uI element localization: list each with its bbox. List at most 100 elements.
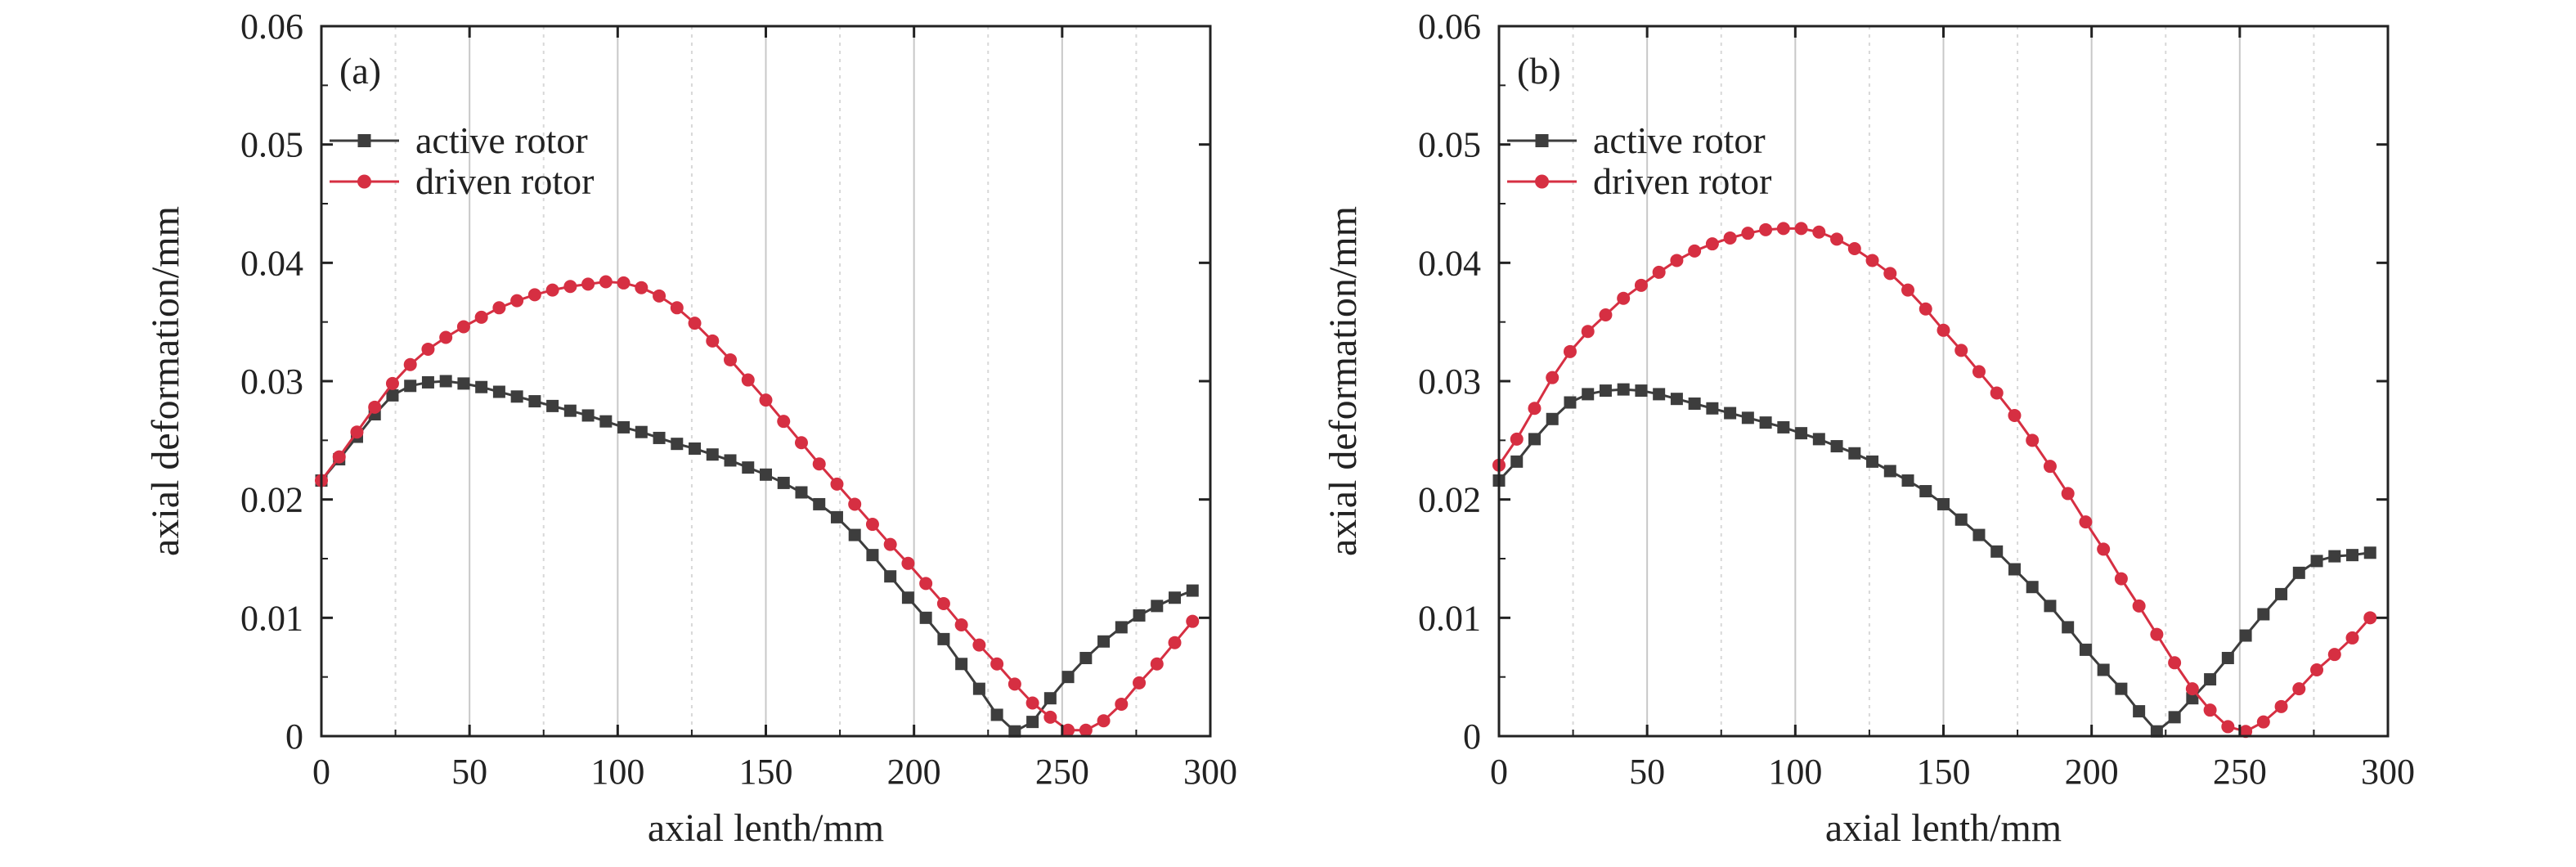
- data-point: [2310, 663, 2324, 676]
- data-point: [1115, 621, 1128, 634]
- y-tick-label: 0.06: [240, 7, 303, 47]
- x-tick-label: 100: [590, 752, 644, 792]
- data-point: [474, 310, 488, 324]
- data-point: [2026, 581, 2039, 594]
- data-point: [2363, 546, 2376, 559]
- legend-label: active rotor: [415, 119, 588, 161]
- data-point: [1097, 635, 1111, 648]
- data-point: [1652, 265, 1666, 279]
- data-point: [1186, 614, 1200, 628]
- panel-a: 0 50 100 150 200 250 300 0 0.01 0.02 0.03 0.04 0.05 0…: [144, 7, 1237, 850]
- data-point: [492, 301, 506, 315]
- data-point: [1150, 657, 1164, 671]
- data-point: [617, 276, 631, 290]
- data-point: [581, 409, 595, 422]
- data-point: [671, 438, 684, 451]
- data-point: [1634, 278, 1648, 292]
- data-point: [883, 537, 897, 551]
- data-point: [456, 320, 470, 334]
- data-point: [1097, 714, 1111, 728]
- data-point: [760, 468, 772, 481]
- legend-marker: [1535, 174, 1549, 189]
- data-point: [404, 380, 417, 393]
- data-point: [421, 375, 434, 389]
- data-point: [2275, 587, 2288, 600]
- series-active-rotor: [1492, 383, 2376, 738]
- data-point: [1990, 545, 2004, 558]
- y-tick-label: 0.01: [240, 598, 303, 638]
- data-point: [1795, 427, 1808, 440]
- y-tick-label: 0: [1463, 717, 1481, 757]
- data-point: [421, 342, 435, 356]
- data-point: [1901, 474, 1914, 487]
- data-point: [2256, 715, 2270, 729]
- data-point: [1564, 396, 1577, 409]
- data-point: [812, 457, 826, 471]
- data-point: [403, 357, 417, 371]
- data-point: [706, 448, 719, 461]
- data-point: [2061, 487, 2075, 501]
- legend-marker: [357, 134, 371, 147]
- data-point: [724, 454, 737, 467]
- y-tick-label: 0.05: [240, 125, 303, 165]
- data-point: [545, 283, 559, 297]
- data-point: [901, 591, 914, 604]
- y-axis-title: axial deformation/mm: [1322, 206, 1365, 556]
- data-point: [1133, 676, 1147, 690]
- legend-label: driven rotor: [1593, 160, 1771, 202]
- data-point: [1043, 710, 1057, 724]
- data-point: [2115, 682, 2128, 695]
- data-point: [2239, 725, 2253, 739]
- data-point: [653, 289, 666, 303]
- data-point: [1972, 365, 1986, 379]
- data-point: [1972, 528, 1986, 541]
- y-tick-label: 0.01: [1418, 598, 1481, 638]
- data-point: [1954, 513, 1968, 526]
- data-point: [635, 425, 648, 438]
- data-point: [386, 389, 399, 402]
- data-point: [1528, 433, 1541, 446]
- data-point: [759, 393, 773, 407]
- data-point: [2363, 611, 2377, 625]
- y-tick-label: 0.05: [1418, 125, 1481, 165]
- legend-label: active rotor: [1593, 119, 1766, 161]
- data-point: [475, 380, 488, 393]
- data-point: [830, 477, 844, 491]
- y-tick-label: 0: [285, 717, 303, 757]
- data-point: [2239, 629, 2252, 642]
- data-point: [2097, 663, 2110, 676]
- data-point: [2079, 515, 2093, 529]
- data-point: [1043, 692, 1057, 705]
- data-point: [1776, 222, 1790, 236]
- data-point: [1848, 447, 1861, 460]
- legend-marker: [1535, 134, 1549, 147]
- data-point: [1670, 393, 1683, 406]
- data-point: [865, 518, 879, 532]
- data-point: [1546, 412, 1559, 425]
- x-tick-label: 50: [451, 752, 487, 792]
- data-point: [1599, 384, 1612, 398]
- data-point: [1617, 383, 1630, 396]
- data-point: [1724, 407, 1737, 420]
- x-tick-label: 200: [887, 752, 941, 792]
- data-point: [2150, 725, 2163, 738]
- data-point: [742, 461, 755, 474]
- data-point: [1581, 325, 1595, 339]
- data-point: [2345, 631, 2359, 645]
- data-point: [1830, 232, 1844, 246]
- x-tick-label: 150: [739, 752, 793, 792]
- data-point: [2008, 408, 2022, 422]
- data-point: [1582, 388, 1595, 401]
- data-point: [1883, 465, 1896, 478]
- data-point: [2221, 652, 2234, 665]
- data-point: [1599, 308, 1613, 321]
- data-point: [2257, 608, 2270, 621]
- series-driven-rotor: [1492, 222, 2377, 739]
- data-point: [937, 632, 950, 645]
- data-point: [1883, 267, 1897, 281]
- data-point: [1186, 584, 1199, 597]
- data-point: [706, 334, 720, 348]
- data-point: [1510, 455, 1524, 468]
- data-point: [1937, 497, 1950, 510]
- data-point: [2026, 434, 2040, 447]
